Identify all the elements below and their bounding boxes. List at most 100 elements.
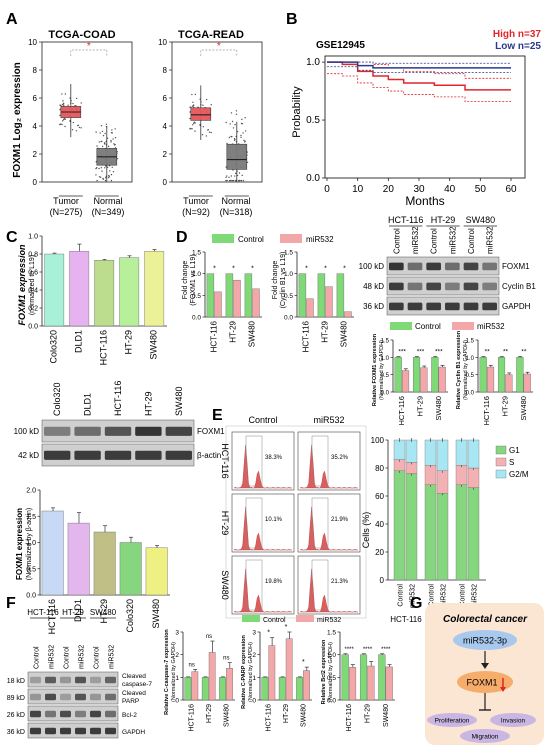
fc-sig-label: ns <box>206 634 212 640</box>
read-jitter-point <box>228 136 231 139</box>
coad-jitter-point <box>72 102 74 105</box>
panel-b: GSE12945 High n=37 Low n=25 Probability … <box>291 29 541 208</box>
read-group-normal: Normal <box>221 196 250 206</box>
f-blot-kd: 26 kD <box>7 712 25 719</box>
coad-jitter-point <box>77 124 79 127</box>
read-jitter-point <box>194 130 196 132</box>
coad-jitter-point <box>64 118 66 120</box>
e-col-label: miR532 <box>313 415 344 425</box>
e-flow-gate <box>311 435 329 487</box>
dr-bar <box>306 298 314 318</box>
dr-xtick-label: SW480 <box>340 320 349 347</box>
coad-jitter-point <box>107 176 110 179</box>
e-stack-segment-s <box>467 467 480 488</box>
f-blot-row <box>27 688 119 705</box>
c-blot-protein: β-actin <box>197 451 221 460</box>
panel-letter-c: C <box>6 229 18 246</box>
e-legend-label: S <box>509 458 514 467</box>
read-sig-star: * <box>217 41 221 52</box>
e-row-label: HCT-116 <box>220 443 230 478</box>
e-ytick-label: 20 <box>375 548 384 557</box>
d-blot-protein: GAPDH <box>502 302 531 311</box>
read-jitter-point <box>235 172 237 175</box>
f-caspase-chart: 0 1 2 3 ns HCT-116 ns HT-29 ns SW480 <box>175 630 235 732</box>
e-flow-panel <box>297 493 361 553</box>
read-jitter-point <box>244 117 246 119</box>
dql-ytick-label: 0.5 <box>381 373 390 379</box>
dql-bar <box>420 367 428 393</box>
f-blot-kd: 89 kD <box>7 695 25 702</box>
coad-jitter-point <box>104 167 106 169</box>
coad-title: TCGA-COAD <box>48 29 115 41</box>
f-band <box>30 727 41 735</box>
e-ytick-label: 0 <box>380 576 385 585</box>
g-foxm1-oval <box>457 671 513 693</box>
fc-sig-label: ns <box>223 656 229 662</box>
dql-bar <box>431 357 439 393</box>
d-blot-kd: 48 kD <box>363 282 384 291</box>
f-band <box>90 727 101 735</box>
e-flow-gate <box>245 497 263 549</box>
dql-bar <box>401 370 410 393</box>
dqr-bar <box>523 373 531 393</box>
read-jitter-point <box>226 179 228 182</box>
dl-xtick-label: HCT-116 <box>210 320 219 352</box>
c2-bar <box>67 522 90 596</box>
d-band <box>482 282 497 291</box>
e-flow-gate <box>245 559 263 611</box>
fb-ytick-label: 0.0 <box>327 698 336 705</box>
g-pheno-oval-3 <box>460 729 510 743</box>
fp-ytick-label: 0 <box>252 698 256 705</box>
read-jitter-point <box>193 122 195 125</box>
f-band <box>90 693 101 701</box>
read-jitter-point <box>192 124 194 126</box>
d-blot-protein: FOXM1 <box>502 262 530 271</box>
dq-left-ylabel2: (Normalized by GAPDH) <box>379 340 385 400</box>
d-left-ylabel2: (FOXM1 vs L19) <box>190 254 197 305</box>
dqr-bar <box>479 357 487 393</box>
c2-ytick-label: 2.0 <box>26 488 36 495</box>
d-western-blot: HCT-116 HT-29 SW480 Control miR532 Control miR… <box>359 215 536 316</box>
coad-jitter-point <box>110 132 113 134</box>
c-band <box>165 426 192 436</box>
read-jitter-point <box>238 179 240 182</box>
d-blot-row <box>386 276 500 296</box>
coad-jitter-point <box>96 179 98 182</box>
dq-legend-mir-swatch <box>452 322 474 330</box>
e-lane-label: miR532 <box>472 584 479 608</box>
d-band <box>426 262 441 271</box>
e-stack-segment-g1 <box>424 484 437 581</box>
f-band <box>105 676 116 684</box>
read-jitter-point <box>228 176 230 179</box>
dq-legend-control: Control <box>415 322 441 331</box>
dr-bar <box>325 286 333 318</box>
read-jitter-point <box>210 131 212 134</box>
dr-ytick-label: 0.5 <box>284 293 293 300</box>
read-box-tumor <box>190 107 212 121</box>
panel-a: FOXM1 Log₂ expression TCGA-COAD TCGA-REA… <box>12 29 263 217</box>
d-band <box>426 302 441 311</box>
read-jitter-point <box>242 132 244 134</box>
c-blot-lane-label: Colo320 <box>52 382 62 416</box>
coad-jitter-point <box>101 170 103 172</box>
c-band <box>44 450 71 460</box>
d-band <box>389 262 404 271</box>
coad-jitter-point <box>103 143 106 145</box>
dr-bar <box>298 273 307 318</box>
read-jitter-point <box>233 139 236 141</box>
dl-sig-label: * <box>213 266 216 273</box>
coad-jitter-point <box>63 118 65 121</box>
e-lane-label: Control <box>429 584 436 607</box>
coad-jitter-point <box>96 167 98 169</box>
fb-ytick-label: 1.0 <box>327 652 336 659</box>
c-band <box>135 450 162 460</box>
read-jitter-point <box>235 110 238 112</box>
panel-letter-d: D <box>176 229 188 246</box>
d-blot-kd: 36 kD <box>363 302 384 311</box>
read-ytick-label: 8 <box>163 66 168 75</box>
coad-jitter-point <box>102 134 105 137</box>
km-frame <box>324 55 526 179</box>
coad-jitter-point <box>99 132 101 134</box>
fc-bar <box>191 671 199 701</box>
